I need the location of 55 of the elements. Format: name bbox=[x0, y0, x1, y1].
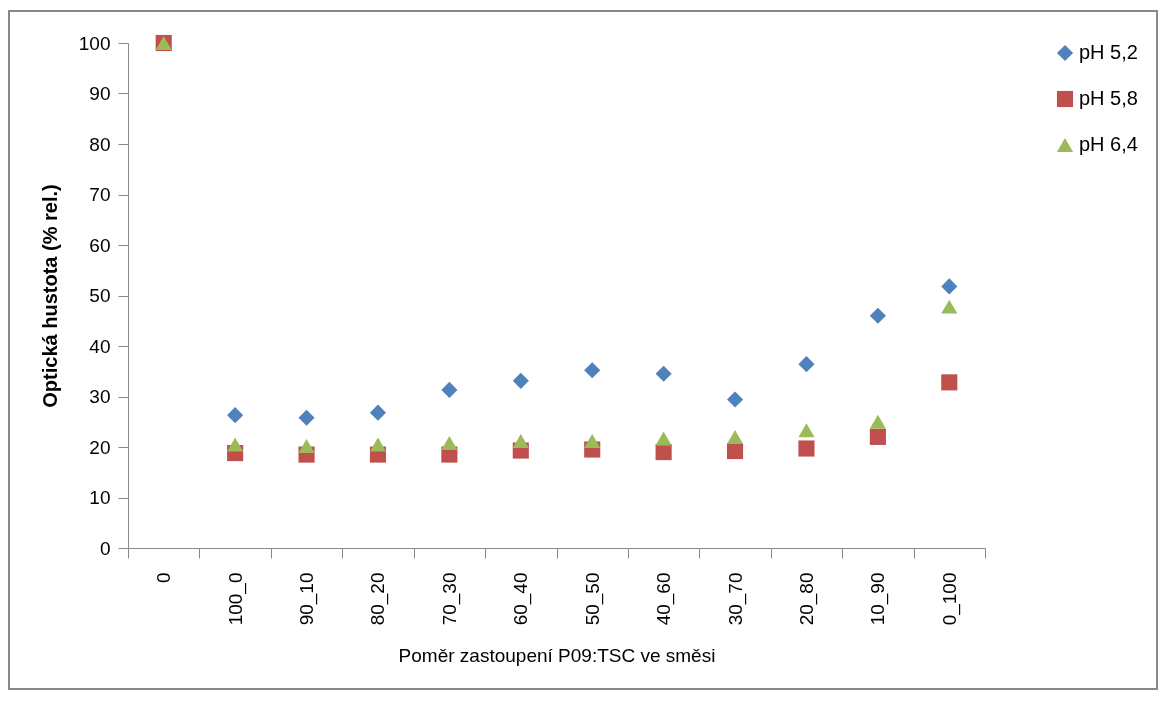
y-axis-title: Optická hustota (% rel.) bbox=[38, 184, 61, 408]
x-tick-label: 20_80 bbox=[795, 572, 818, 626]
y-tick-label: 40 bbox=[89, 335, 111, 357]
x-tick-label: 30_70 bbox=[724, 572, 747, 626]
point bbox=[441, 381, 458, 398]
point bbox=[369, 437, 387, 452]
point bbox=[369, 404, 387, 421]
x-tick-label: 80_20 bbox=[367, 572, 390, 626]
x-tick-label: 90_10 bbox=[296, 572, 319, 626]
legend-label: pH 5,2 bbox=[1079, 41, 1138, 63]
y-tick-label: 10 bbox=[89, 487, 111, 508]
point bbox=[869, 307, 886, 324]
point bbox=[941, 278, 958, 295]
point bbox=[869, 428, 886, 445]
point bbox=[512, 433, 529, 448]
point bbox=[798, 440, 815, 457]
point bbox=[584, 362, 601, 379]
x-tick-label: 0 bbox=[153, 572, 175, 584]
x-tick-label: 40_60 bbox=[653, 572, 676, 626]
y-tick-label: 0 bbox=[99, 537, 111, 559]
y-tick-label: 100 bbox=[78, 32, 111, 54]
y-tick-label: 30 bbox=[89, 386, 111, 407]
x-tick-label: 10_90 bbox=[867, 572, 890, 626]
point bbox=[298, 439, 315, 453]
x-tick-label: 0_100 bbox=[938, 572, 961, 626]
point bbox=[941, 299, 958, 314]
point bbox=[655, 443, 672, 461]
x-tick-label: 50_50 bbox=[581, 572, 604, 626]
legend-label: pH 6,4 bbox=[1079, 133, 1138, 155]
y-tick-label: 80 bbox=[89, 133, 111, 155]
x-tick-label: 70_30 bbox=[438, 572, 461, 626]
x-axis-title: Poměr zastoupení P09:TSC ve směsi bbox=[398, 645, 716, 667]
point bbox=[726, 442, 744, 460]
point bbox=[798, 356, 815, 373]
y-tick-label: 20 bbox=[89, 436, 111, 458]
point bbox=[726, 391, 744, 408]
y-tick-label: 90 bbox=[89, 83, 111, 104]
point bbox=[298, 409, 315, 426]
y-tick-label: 60 bbox=[89, 234, 111, 256]
point bbox=[869, 414, 886, 429]
point bbox=[726, 429, 744, 444]
point bbox=[941, 374, 958, 391]
point bbox=[227, 407, 244, 424]
legend-label: pH 5,8 bbox=[1079, 87, 1138, 109]
point bbox=[584, 433, 601, 448]
point bbox=[512, 372, 529, 389]
x-tick-label: 60_40 bbox=[510, 572, 533, 626]
point bbox=[227, 437, 244, 452]
y-tick-label: 70 bbox=[89, 184, 111, 205]
point bbox=[655, 365, 672, 382]
point bbox=[798, 423, 815, 438]
x-tick-label: 100_0 bbox=[224, 572, 247, 626]
y-tick-label: 50 bbox=[89, 285, 111, 306]
point bbox=[441, 435, 458, 450]
point bbox=[655, 431, 672, 446]
